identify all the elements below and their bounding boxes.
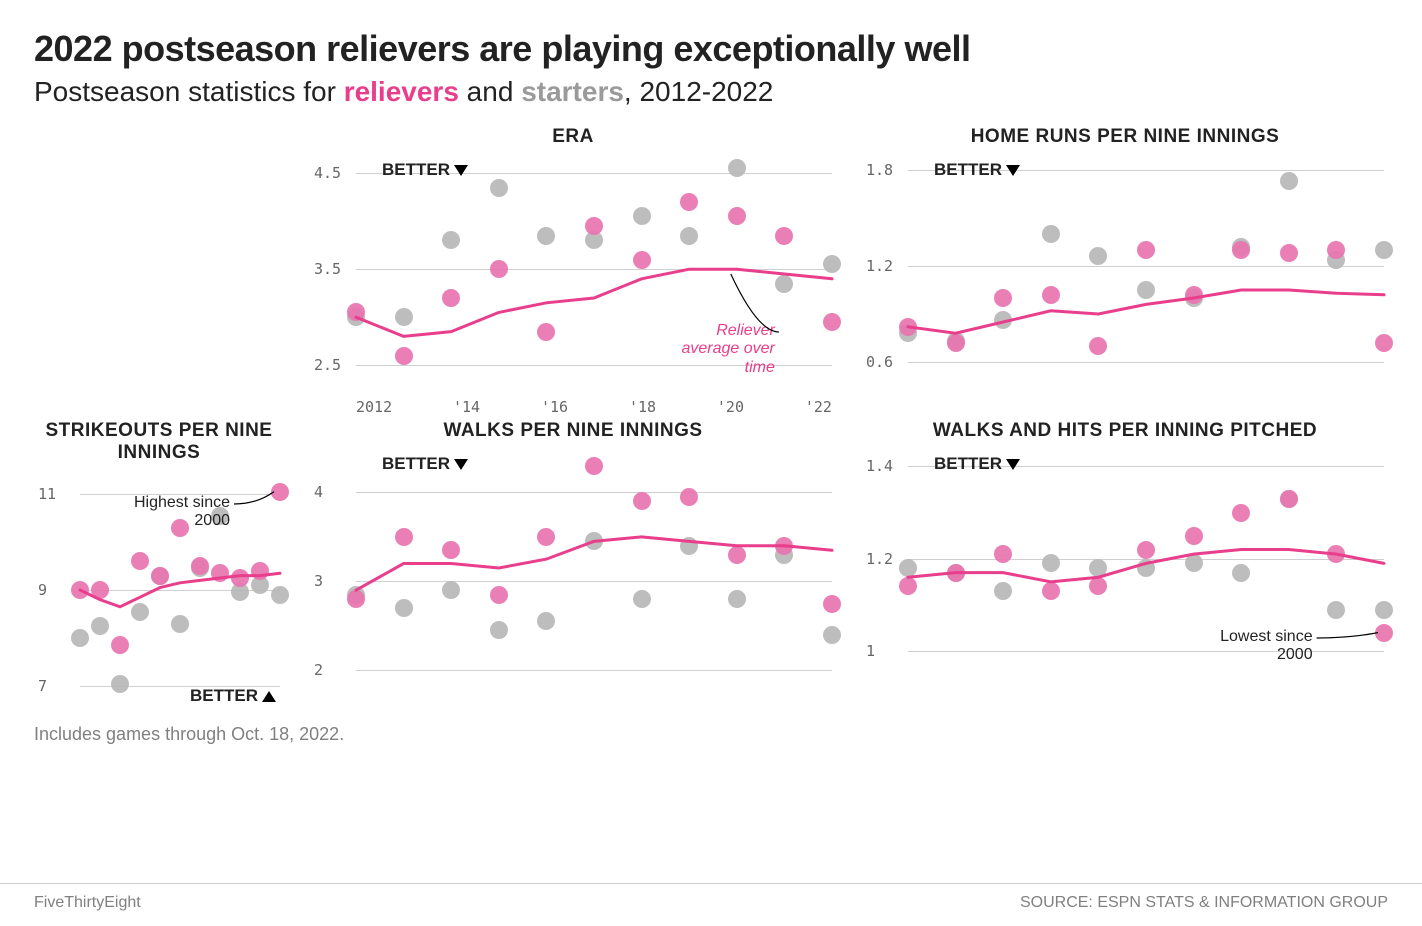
- annotation-arrow: [34, 470, 284, 710]
- panel-era: ERA 2.53.54.5BETTER2012'14'16'18'20'22Rel…: [310, 126, 836, 394]
- subtitle-mid: and: [459, 76, 521, 107]
- x-tick-label: 2012: [356, 398, 392, 416]
- subtitle-starters: starters: [521, 76, 624, 107]
- trend-line: [862, 154, 1388, 394]
- x-tick-label: '14: [453, 398, 480, 416]
- grid-spacer: [34, 126, 284, 394]
- panel-title: HOME RUNS PER NINE INNINGS: [862, 126, 1388, 148]
- plot-area: 2.53.54.5BETTER2012'14'16'18'20'22Reliev…: [310, 154, 836, 394]
- panel-hr9: HOME RUNS PER NINE INNINGS 0.61.21.8BETTE…: [862, 126, 1388, 394]
- plot-area: 7911BETTERHighest since 2000: [34, 470, 284, 710]
- brand-label: FiveThirtyEight: [34, 894, 141, 912]
- subtitle-pre: Postseason statistics for: [34, 76, 344, 107]
- x-tick-label: '22: [805, 398, 832, 416]
- plot-area: 0.61.21.8BETTER: [862, 154, 1388, 394]
- x-tick-label: '18: [629, 398, 656, 416]
- x-tick-label: '16: [541, 398, 568, 416]
- subtitle: Postseason statistics for relievers and …: [34, 76, 1388, 108]
- panel-title: ERA: [310, 126, 836, 148]
- annotation-arrow: [310, 154, 836, 394]
- panel-k9: STRIKEOUTS PER NINE INNINGS 7911BETTERHig…: [34, 420, 284, 710]
- page-title: 2022 postseason relievers are playing ex…: [34, 28, 1388, 70]
- footer: FiveThirtyEight SOURCE: ESPN STATS & INF…: [0, 883, 1422, 912]
- trend-line: [310, 448, 836, 688]
- panel-whip: WALKS AND HITS PER INNING PITCHED 11.21.4…: [862, 420, 1388, 710]
- x-axis: 2012 '14 '16 '18 '20 '22: [356, 398, 832, 416]
- subtitle-relievers: relievers: [344, 76, 459, 107]
- x-tick-label: '20: [717, 398, 744, 416]
- subtitle-post: , 2012-2022: [624, 76, 773, 107]
- footnote: Includes games through Oct. 18, 2022.: [34, 724, 1388, 745]
- panel-title: WALKS PER NINE INNINGS: [310, 420, 836, 442]
- plot-area: 11.21.4BETTERLowest since 2000: [862, 448, 1388, 688]
- panel-bb9: WALKS PER NINE INNINGS 234BETTER: [310, 420, 836, 710]
- source-label: SOURCE: ESPN STATS & INFORMATION GROUP: [1020, 894, 1388, 912]
- panel-title: STRIKEOUTS PER NINE INNINGS: [34, 420, 284, 464]
- plot-area: 234BETTER: [310, 448, 836, 688]
- panel-title: WALKS AND HITS PER INNING PITCHED: [862, 420, 1388, 442]
- chart-grid: ERA 2.53.54.5BETTER2012'14'16'18'20'22Rel…: [34, 126, 1388, 710]
- annotation-arrow: [862, 448, 1388, 688]
